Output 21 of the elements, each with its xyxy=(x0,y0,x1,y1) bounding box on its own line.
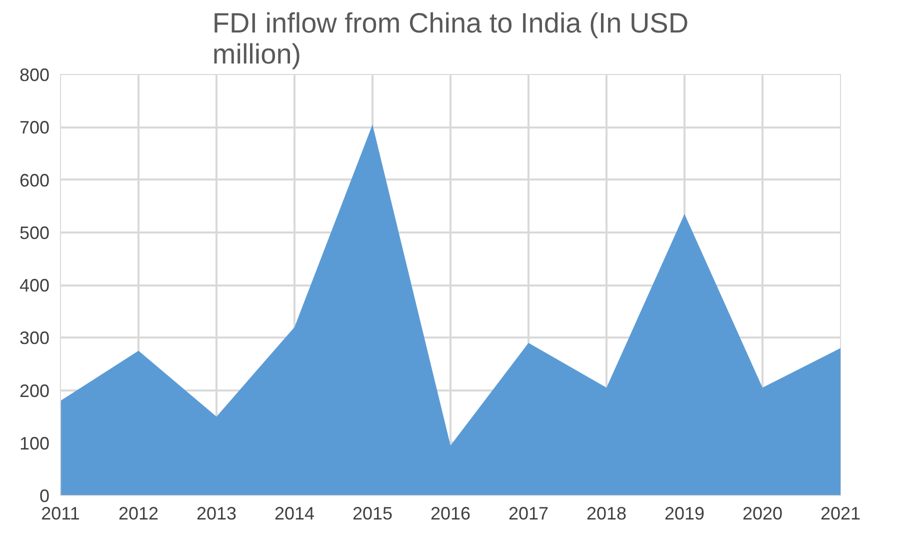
y-tick-label: 700 xyxy=(19,118,50,138)
y-tick-label: 0 xyxy=(39,486,50,506)
x-tick-label: 2016 xyxy=(430,504,471,524)
x-tick-label: 2014 xyxy=(274,504,315,524)
y-tick-label: 100 xyxy=(19,433,50,454)
x-tick-label: 2021 xyxy=(820,504,861,524)
y-tick-label: 600 xyxy=(19,170,50,190)
x-tick-label: 2019 xyxy=(664,504,705,524)
x-tick-label: 2018 xyxy=(586,504,627,524)
x-tick-label: 2015 xyxy=(352,504,393,524)
y-tick-label: 800 xyxy=(19,65,50,85)
x-tick-label: 2012 xyxy=(118,504,159,524)
y-tick-label: 200 xyxy=(19,380,50,401)
y-tick-label: 300 xyxy=(19,328,50,348)
x-tick-label: 2011 xyxy=(41,504,80,524)
x-tick-label: 2013 xyxy=(196,504,237,524)
y-tick-label: 400 xyxy=(19,276,50,296)
x-tick-label: 2020 xyxy=(742,504,783,524)
y-tick-label: 500 xyxy=(19,222,50,243)
x-tick-label: 2017 xyxy=(508,504,549,524)
chart-title: FDI inflow from China to India (In USD million) xyxy=(212,8,689,70)
